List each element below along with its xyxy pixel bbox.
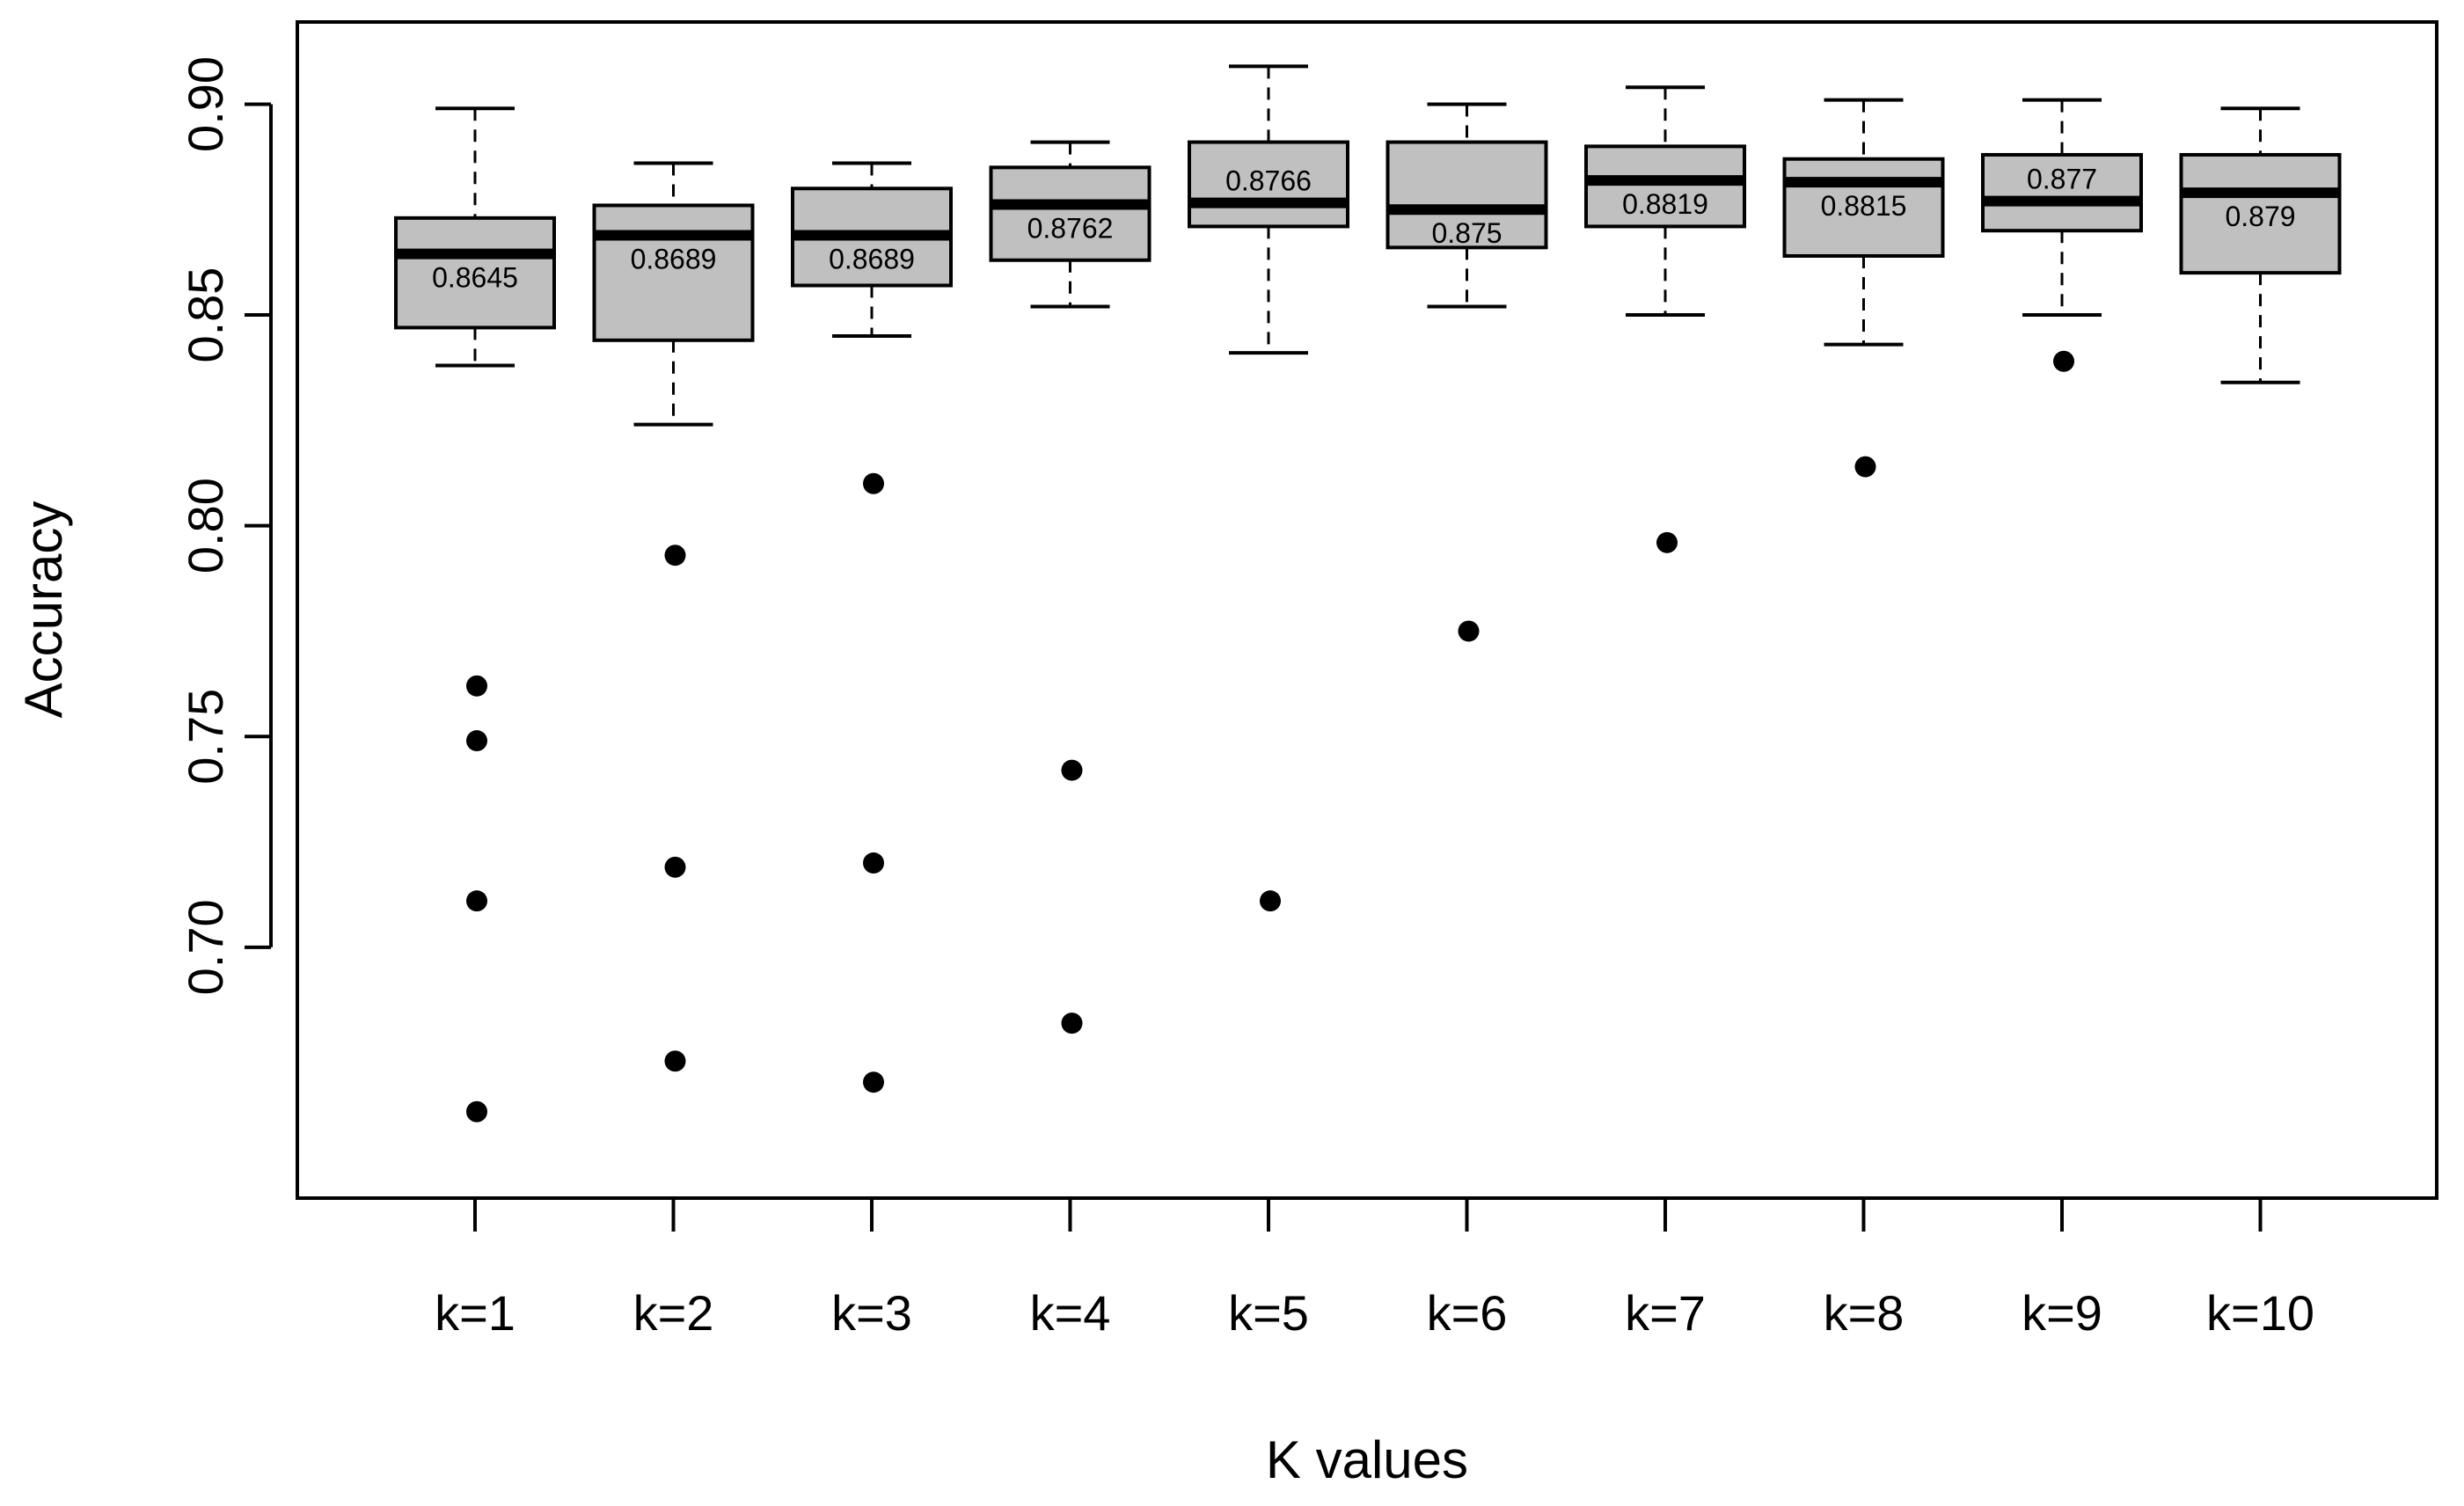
outlier-point [2053,350,2074,372]
box-k9: 0.877 [1981,98,2143,372]
outlier-point [1656,531,1678,553]
iqr-box [1981,152,2143,233]
outlier-point [466,890,487,912]
median-label: 0.8689 [829,243,915,274]
x-tick-label: k=10 [2206,1285,2314,1341]
outlier-point [863,1071,884,1093]
iqr-box [2179,152,2342,275]
box-k7: 0.8819 [1584,85,1746,553]
x-tick-label: k=6 [1427,1285,1508,1341]
median-label: 0.8766 [1225,165,1312,197]
iqr-box [1188,140,1349,229]
boxes-group: 0.8645 0.8689 0.8689 0.8762 0.8766 0.875 0.881… [394,64,2342,1122]
box-k4: 0.8762 [989,140,1152,1034]
y-tick-label: 0.70 [178,899,233,995]
median-label: 0.8645 [432,262,518,294]
outlier-point [1260,890,1281,912]
outlier-point [863,852,884,874]
box-k3: 0.8689 [791,161,953,1093]
outlier-point [1458,620,1480,642]
y-tick-label: 0.80 [178,478,233,574]
box-k8: 0.8815 [1782,98,1945,478]
outlier-point [466,675,487,697]
outlier-point [466,730,487,752]
outlier-point [1061,759,1083,781]
iqr-box [1584,144,1746,229]
x-tick-label: k=7 [1625,1285,1706,1341]
y-tick-label: 0.75 [178,689,233,785]
x-tick-label: k=9 [2022,1285,2102,1341]
outlier-point [664,856,686,878]
x-tick-label: k=8 [1824,1285,1905,1341]
outlier-point [664,1050,686,1072]
median-label: 0.877 [2027,164,2097,195]
outlier-point [664,545,686,567]
median-label: 0.8815 [1821,190,1907,222]
iqr-box [592,203,755,342]
median-label: 0.8819 [1622,188,1708,220]
box-k1: 0.8645 [394,106,556,1122]
iqr-box [394,216,556,330]
box-k6: 0.875 [1386,102,1548,642]
box-k5: 0.8766 [1188,64,1349,912]
y-tick-label: 0.90 [178,56,233,152]
iqr-box [1782,157,1945,258]
box-k2: 0.8689 [592,161,755,1072]
outlier-point [863,472,884,494]
median-label: 0.8762 [1027,212,1114,244]
x-axis: k=1 k=2 k=3 k=4 k=5 k=6 k=7 k=8 k=9 k=10 [435,1196,2314,1341]
outlier-point [1061,1013,1083,1034]
x-tick-label: k=1 [435,1285,515,1341]
outlier-point [466,1100,487,1122]
iqr-box [989,165,1152,262]
x-tick-label: k=2 [633,1285,714,1341]
box-k10: 0.879 [2179,106,2342,384]
x-tick-label: k=3 [831,1285,912,1341]
median-label: 0.8689 [631,243,717,274]
y-axis: 0.70 0.75 0.80 0.85 0.90 [178,56,273,995]
x-tick-label: k=4 [1030,1285,1111,1341]
y-axis-title: Accuracy [14,501,73,719]
median-label: 0.875 [1431,217,1502,249]
iqr-box [1386,140,1548,250]
median-label: 0.879 [2225,201,2295,232]
outlier-point [1854,456,1876,478]
x-axis-title: K values [1266,1430,1468,1489]
y-tick-label: 0.85 [178,267,233,363]
x-tick-label: k=5 [1228,1285,1309,1341]
